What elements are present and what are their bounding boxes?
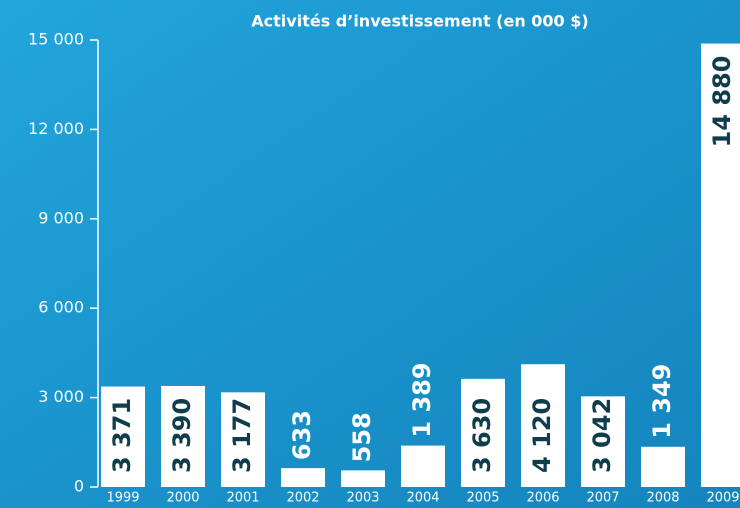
y-tick-label: 3 000 [38,387,84,406]
bar [221,392,265,487]
x-tick-label: 1999 [106,491,139,506]
value-label: 3 630 [468,398,496,473]
y-tick-label: 9 000 [38,208,84,227]
bar [341,470,385,487]
value-label: 633 [288,410,316,460]
bar [641,446,685,487]
y-tick-label: 15 000 [28,30,84,49]
x-tick-label: 2008 [646,491,679,506]
x-tick-label: 2004 [406,491,439,506]
value-label: 3 177 [228,398,256,473]
x-tick-label: 2001 [226,491,259,506]
bar [161,385,205,487]
bar [581,396,625,487]
value-label: 3 371 [108,398,136,473]
value-label: 14 880 [708,56,736,148]
value-label: 1 389 [408,362,436,437]
x-tick-label: 2003 [346,491,379,506]
value-label: 3 042 [588,398,616,473]
y-tick-label: 0 [74,477,84,496]
bar [461,378,505,487]
bar [101,386,145,487]
bar [281,468,325,487]
y-tick-label: 6 000 [38,298,84,317]
x-tick-label: 2002 [286,491,319,506]
x-tick-label: 2007 [586,491,619,506]
x-tick-label: 2000 [166,491,199,506]
y-tick-label: 12 000 [28,119,84,138]
value-label: 1 349 [648,364,676,439]
value-label: 4 120 [528,398,556,473]
x-tick-label: 2009 [706,491,739,506]
bar [701,43,740,488]
bar [401,445,445,487]
value-label: 3 390 [168,398,196,473]
value-label: 558 [348,412,376,462]
chart-title: Activités d’investissement (en 000 $) [251,12,588,31]
x-tick-label: 2006 [526,491,559,506]
bar [521,364,565,487]
x-tick-label: 2005 [466,491,499,506]
